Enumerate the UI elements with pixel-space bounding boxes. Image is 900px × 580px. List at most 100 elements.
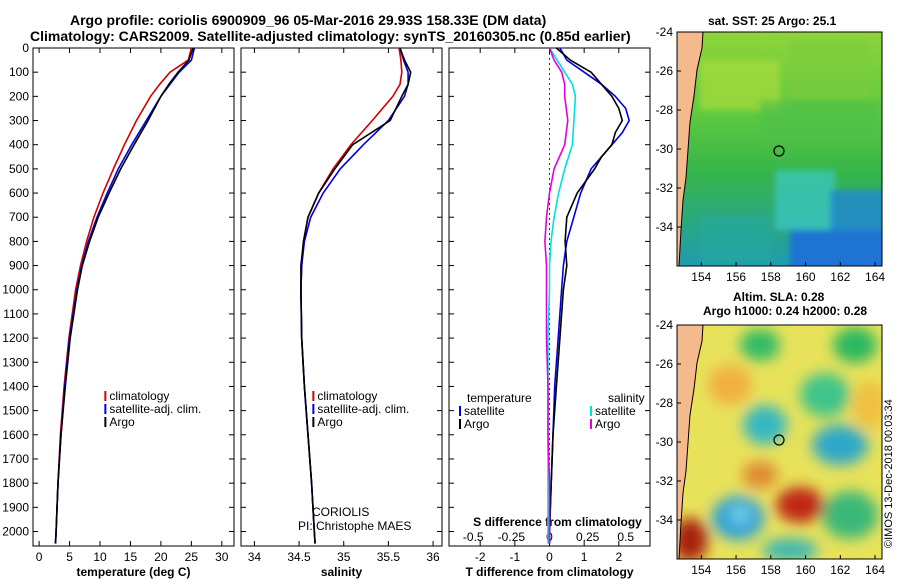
depth-tick-label: 1800 (2, 476, 29, 490)
temperature-legend-label: climatology (109, 389, 169, 403)
sdiff-tick-label: 0.25 (576, 530, 600, 544)
sla-map-lon-label: 164 (865, 563, 885, 577)
sst-map-lon-label: 164 (865, 270, 885, 284)
sla-map-subtitle: Argo h1000: 0.24 h2000: 0.28 (703, 304, 867, 318)
depth-tick-label: 800 (9, 234, 29, 248)
sla-map-lat-label: -32 (656, 474, 674, 488)
salinity-series-argo (300, 47, 412, 544)
sdiff-xlabel: S difference from climatology (473, 515, 642, 529)
salinity-xtick-label: 34.5 (287, 550, 311, 564)
depth-tick-label: 1200 (2, 331, 29, 345)
temperature-xtick-label: 0 (36, 550, 43, 564)
temperature-legend-label: satellite-adj. clim. (109, 402, 201, 416)
figure-subtitle: Climatology: CARS2009. Satellite-adjuste… (30, 28, 631, 44)
sst-map-lon-label: 160 (796, 270, 816, 284)
difference-xtick-label: 0 (546, 550, 553, 564)
difference-xtick-label: 2 (615, 550, 622, 564)
salinity-xtick-label: 35 (337, 550, 351, 564)
sla-map-lat-label: -30 (656, 435, 674, 449)
salinity-xlabel: salinity (321, 565, 363, 579)
imos-timestamp: ©IMOS 13-Dec-2018 00:03:34 (883, 399, 895, 548)
salinity-legend-label: satellite-adj. clim. (317, 402, 409, 416)
depth-tick-label: 1700 (2, 452, 29, 466)
sla-map-lat-label: -24 (656, 318, 674, 332)
difference-profile-panel: -2 -1 0 1 2T difference from climatology -0.5… (448, 47, 651, 579)
sst-map-lat-label: -30 (656, 142, 674, 156)
sla-map (676, 324, 883, 560)
legend-temperature-label: Argo (464, 417, 490, 431)
sla-map-title: Altim. SLA: 0.28 (733, 290, 825, 304)
sst-map-lon-label: 156 (726, 270, 746, 284)
temperature-xtick-label: 10 (93, 550, 107, 564)
credit-institution: CORIOLIS (312, 505, 369, 519)
legend-salinity-title: salinity (608, 391, 645, 405)
legend-temperature-title: temperature (467, 391, 532, 405)
argo-float-position-sla (773, 434, 785, 446)
argo-float-position-sst (773, 145, 785, 157)
difference-xtick-label: -1 (510, 550, 521, 564)
depth-tick-label: 1300 (2, 355, 29, 369)
sdiff-tick-label: -0.25 (498, 530, 526, 544)
depth-tick-label: 300 (9, 114, 29, 128)
sst-map-lat-label: -26 (656, 64, 674, 78)
depth-tick-label: 400 (9, 138, 29, 152)
depth-tick-label: 200 (9, 89, 29, 103)
salinity-xtick-label: 34 (248, 550, 262, 564)
sst-map-lon-label: 154 (691, 270, 711, 284)
depth-tick-label: 600 (9, 186, 29, 200)
depth-tick-label: 1900 (2, 500, 29, 514)
legend-salinity-label: satellite (595, 404, 636, 418)
temperature-xtick-label: 15 (124, 550, 138, 564)
depth-tick-label: 1500 (2, 404, 29, 418)
sst-map (676, 31, 883, 267)
sst-map-lat-label: -32 (656, 181, 674, 195)
temperature-legend-label: Argo (109, 415, 135, 429)
sdiff-tick-label: 0.5 (617, 530, 634, 544)
sla-map-lon-label: 154 (691, 563, 711, 577)
salinity-xtick-label: 36 (426, 550, 440, 564)
depth-tick-label: 700 (9, 210, 29, 224)
depth-tick-label: 1400 (2, 379, 29, 393)
salinity-profile-panel: 34 34.5 35 35.5 36 salinity climatologysatelli… (240, 47, 443, 579)
sla-map-lon-label: 160 (796, 563, 816, 577)
sst-map-lat-label: -34 (656, 220, 674, 234)
sla-map-lon-label: 156 (726, 563, 746, 577)
temperature-xtick-label: 5 (66, 550, 73, 564)
depth-tick-label: 100 (9, 65, 29, 79)
temperature-plot-frame (32, 47, 235, 547)
legend-salinity-label: Argo (595, 417, 621, 431)
depth-tick-label: 0 (22, 41, 29, 55)
depth-tick-label: 2000 (2, 524, 29, 538)
difference-xtick-label: -2 (475, 550, 486, 564)
sla-map-lon-label: 162 (830, 563, 850, 577)
sst-map-lat-label: -28 (656, 103, 674, 117)
figure-title: Argo profile: coriolis 6900909_96 05-Mar… (70, 12, 546, 28)
temperature-series-argo (54, 47, 194, 544)
depth-tick-label: 1100 (3, 307, 29, 321)
depth-tick-label: 1000 (2, 283, 29, 297)
salinity-legend-label: Argo (317, 415, 343, 429)
depth-tick-label: 1600 (2, 428, 29, 442)
temperature-profile-panel: 0100200300400500600700800900100011001200… (2, 41, 235, 579)
sst-map-title: sat. SST: 25 Argo: 25.1 (708, 14, 837, 28)
sla-map-lat-label: -26 (656, 357, 674, 371)
depth-tick-label: 900 (9, 259, 29, 273)
temperature-xtick-label: 30 (215, 550, 229, 564)
sst-map-lat-label: -24 (656, 25, 674, 39)
sla-map-lat-label: -34 (656, 513, 674, 527)
sst-map-axes: 154 156 158 160 162 164 -24 -26 -28 -30 -32 -34 (656, 25, 886, 284)
temperature-xlabel: temperature (deg C) (76, 565, 190, 579)
sla-map-axes: 154 156 158 160 162 164 -24 -26 -28 -30 -32 -34 (656, 318, 886, 577)
legend-temperature-label: satellite (464, 404, 505, 418)
difference-series-argo-salinity (544, 47, 569, 544)
sst-map-lon-label: 162 (830, 270, 850, 284)
temperature-xtick-label: 25 (185, 550, 199, 564)
temperature-xtick-label: 20 (154, 550, 168, 564)
difference-xtick-label: 1 (581, 550, 588, 564)
sdiff-tick-label: -0.5 (463, 530, 484, 544)
sla-map-lat-label: -28 (656, 396, 674, 410)
difference-series-argo-temperature (548, 47, 624, 544)
coastline-land (677, 32, 703, 266)
salinity-plot-frame (240, 47, 443, 547)
